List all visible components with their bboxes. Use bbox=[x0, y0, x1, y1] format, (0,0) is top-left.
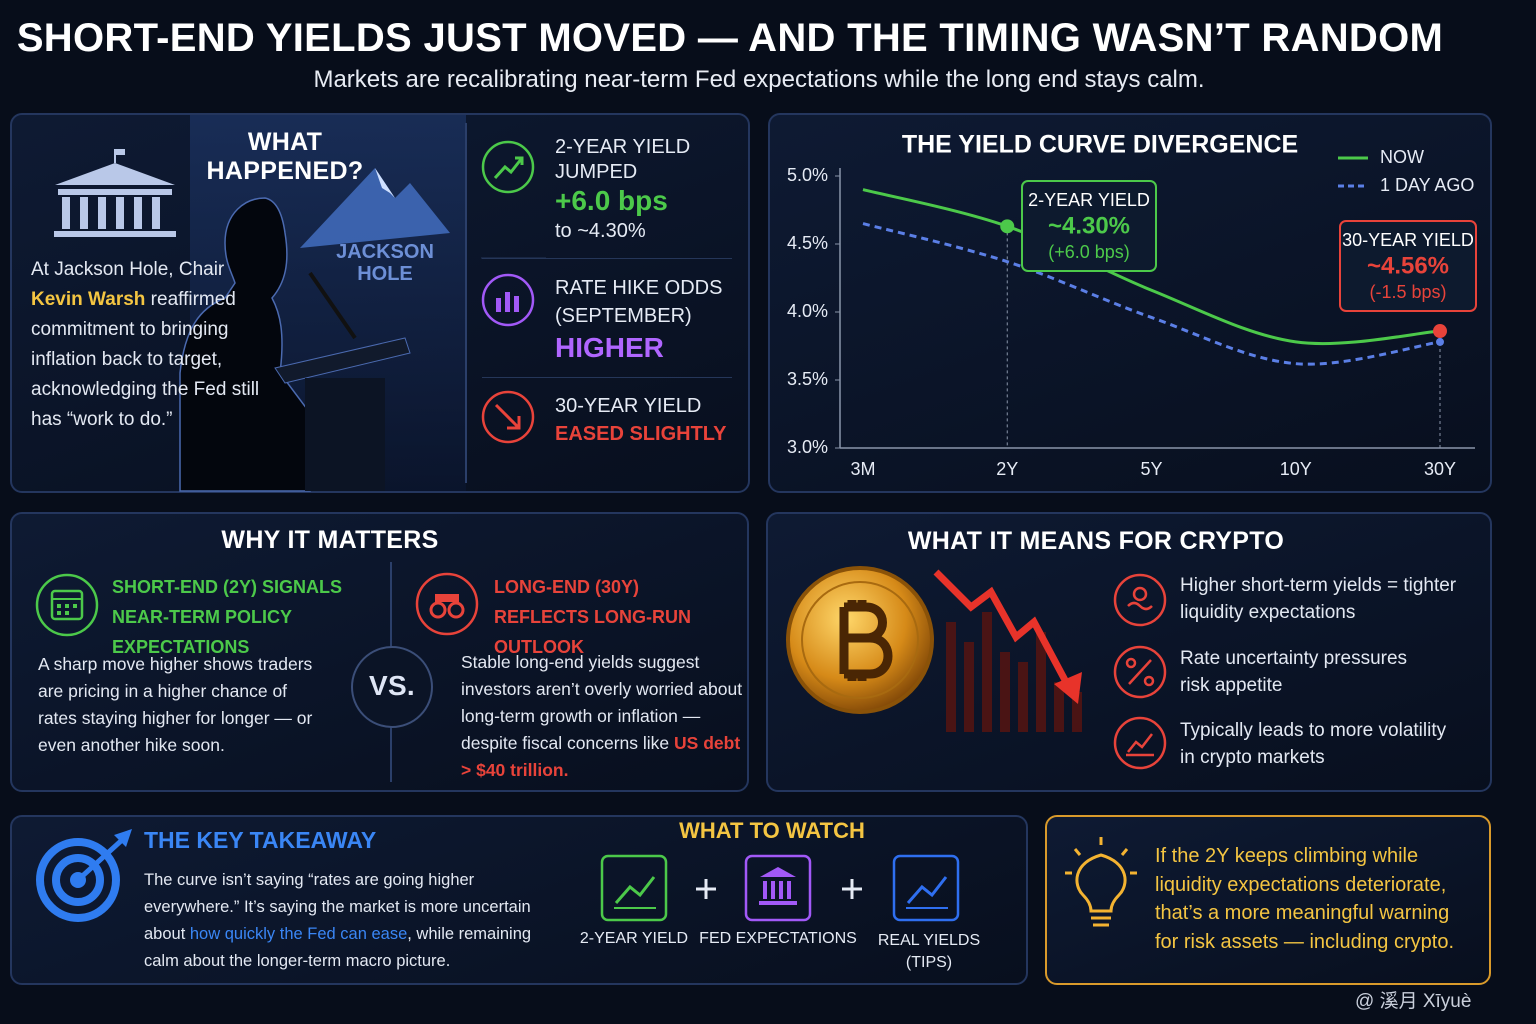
crypto-art bbox=[786, 566, 1167, 770]
metric-value: EASED SLIGHTLY bbox=[555, 423, 727, 445]
point bbox=[1436, 337, 1444, 346]
long-end-text: Stable long-end yields suggest investors… bbox=[461, 649, 746, 784]
takeaway-text: The curve isn’t saying “rates are going … bbox=[144, 867, 569, 975]
callout-value: ~4.56% bbox=[1367, 252, 1449, 279]
chart: THE YIELD CURVE DIVERGENCE 3.0% 3.5% 4.0% 4… bbox=[787, 131, 1477, 479]
divider bbox=[482, 377, 732, 378]
long-end-heading: LONG-END (30Y) REFLECTS LONG-RUN OUTLOOK bbox=[494, 577, 691, 657]
series-line bbox=[862, 188, 1441, 346]
callout-box bbox=[1021, 180, 1157, 272]
long-end-highlight: US debt > $40 trillion. bbox=[461, 733, 741, 780]
what-happened-art bbox=[54, 115, 467, 492]
section-title-text: WHAT IT MEANS FOR CRYPTO bbox=[907, 527, 1285, 555]
x-tick-label: 5Y bbox=[1140, 459, 1162, 479]
watch-item: REAL YIELDS (TIPS) bbox=[877, 932, 981, 971]
divider bbox=[482, 258, 732, 259]
short-end-text: A sharp move higher shows traders are pr… bbox=[38, 654, 313, 755]
takeaway-art bbox=[36, 829, 960, 922]
metric-icons bbox=[481, 140, 546, 444]
x-tick-label: 30Y bbox=[1424, 459, 1456, 479]
callout-title: 30-YEAR YIELD bbox=[1342, 230, 1474, 250]
section-title: WHAT HAPPENED? bbox=[170, 128, 400, 186]
story-text: At Jackson Hole, Chair bbox=[31, 259, 225, 280]
callout-box bbox=[1339, 220, 1477, 312]
page-title: SHORT-END YIELDS JUST MOVED — AND THE TI… bbox=[16, 16, 1444, 60]
page-subtitle: Markets are recalibrating near-term Fed … bbox=[313, 66, 1205, 93]
watermark: @ 溪月 Xīyuè bbox=[1355, 991, 1472, 1012]
section-title-text: WHY IT MATTERS bbox=[221, 526, 439, 554]
callout-change: (+6.0 bps) bbox=[1048, 242, 1130, 262]
long-end-body: Stable long-end yields suggest investors… bbox=[461, 652, 743, 753]
y-tick-label: 5.0% bbox=[787, 165, 828, 185]
takeaway-title: THE KEY TAKEAWAY bbox=[144, 827, 377, 853]
x-tick-label: 3M bbox=[850, 459, 875, 479]
story-text: reaffirmed commitment to bringing inflat… bbox=[31, 289, 260, 430]
takeaway-panel bbox=[10, 815, 1028, 985]
watch-title: WHAT TO WATCH bbox=[679, 818, 865, 843]
metric-label: 2-YEAR YIELD JUMPED bbox=[555, 136, 691, 183]
why-art bbox=[35, 562, 479, 782]
series-line bbox=[862, 222, 1441, 366]
watch-item: 2-YEAR YIELD bbox=[579, 930, 689, 947]
metric-value: HIGHER bbox=[555, 332, 664, 363]
y-tick-label: 4.0% bbox=[787, 301, 828, 321]
story-highlight: Kevin Warsh bbox=[31, 289, 146, 310]
x-tick-label: 10Y bbox=[1280, 459, 1312, 479]
section-title: WHY IT MATTERS bbox=[10, 526, 650, 555]
chart-title: THE YIELD CURVE DIVERGENCE bbox=[902, 131, 1298, 159]
point bbox=[1433, 324, 1447, 339]
story: At Jackson Hole, Chair Kevin Warsh reaff… bbox=[31, 255, 261, 435]
callout-value: ~4.30% bbox=[1048, 212, 1130, 239]
location-label: JACKSON HOLE bbox=[336, 241, 434, 285]
section-title: WHAT IT MEANS FOR CRYPTO bbox=[766, 527, 1426, 556]
callout-title: 2-YEAR YIELD bbox=[1028, 190, 1150, 210]
watch-item: FED EXPECTATIONS bbox=[699, 930, 857, 947]
metric-label: 30-YEAR YIELD bbox=[555, 395, 702, 417]
x-tick-label: 2Y bbox=[996, 459, 1018, 479]
warning-panel bbox=[1045, 815, 1491, 985]
versus: VS. bbox=[368, 670, 416, 701]
takeaway-body: The curve isn’t saying “rates are going … bbox=[144, 871, 531, 943]
metric-label: RATE HIKE ODDS (SEPTEMBER) bbox=[555, 277, 723, 327]
y-tick-label: 3.5% bbox=[787, 369, 828, 389]
crypto-point: Typically leads to more volatility in cr… bbox=[1180, 720, 1447, 768]
y-tick-label: 4.5% bbox=[787, 233, 828, 253]
short-end-heading: SHORT-END (2Y) SIGNALS NEAR-TERM POLICY … bbox=[112, 577, 343, 657]
warning-text: If the 2Y keeps climbing while liquidity… bbox=[1155, 845, 1454, 953]
point bbox=[1000, 219, 1015, 234]
callout-change: (-1.5 bps) bbox=[1369, 282, 1446, 302]
metric-note: to ~4.30% bbox=[555, 220, 646, 242]
section-title-text: WHAT HAPPENED? bbox=[206, 128, 364, 185]
metric-value: +6.0 bps bbox=[555, 185, 668, 216]
legend-label: NOW bbox=[1380, 147, 1424, 167]
y-tick-label: 3.0% bbox=[787, 437, 828, 457]
legend-label: 1 DAY AGO bbox=[1380, 175, 1474, 195]
takeaway-highlight: how quickly the Fed can ease bbox=[189, 925, 408, 943]
crypto-point: Rate uncertainty pressures risk appetite bbox=[1180, 648, 1408, 696]
takeaway-body: , while remaining calm about the longer-… bbox=[144, 925, 532, 970]
crypto-point: Higher short-term yields = tighter liqui… bbox=[1180, 575, 1457, 623]
warning-art bbox=[1065, 837, 1137, 927]
